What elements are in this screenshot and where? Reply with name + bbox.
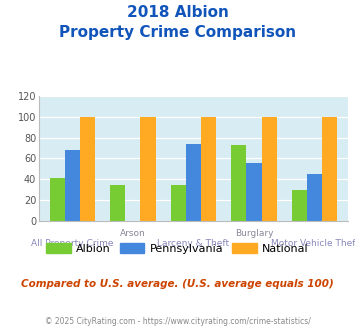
Bar xyxy=(246,163,262,221)
Bar xyxy=(231,145,246,221)
Bar xyxy=(141,116,155,221)
Bar xyxy=(262,116,277,221)
Bar xyxy=(292,190,307,221)
Bar xyxy=(110,184,125,221)
Text: Larceny & Theft: Larceny & Theft xyxy=(157,239,230,248)
Bar xyxy=(201,116,216,221)
Bar xyxy=(65,150,80,221)
Text: Compared to U.S. average. (U.S. average equals 100): Compared to U.S. average. (U.S. average … xyxy=(21,279,334,289)
Text: Motor Vehicle Theft: Motor Vehicle Theft xyxy=(271,239,355,248)
Bar xyxy=(80,116,95,221)
Text: © 2025 CityRating.com - https://www.cityrating.com/crime-statistics/: © 2025 CityRating.com - https://www.city… xyxy=(45,317,310,326)
Bar xyxy=(322,116,337,221)
Text: 2018 Albion: 2018 Albion xyxy=(127,5,228,20)
Text: All Property Crime: All Property Crime xyxy=(31,239,114,248)
Text: Property Crime Comparison: Property Crime Comparison xyxy=(59,25,296,40)
Bar xyxy=(307,174,322,221)
Bar xyxy=(186,144,201,221)
Bar xyxy=(50,178,65,221)
Text: Burglary: Burglary xyxy=(235,229,273,238)
Text: Arson: Arson xyxy=(120,229,146,238)
Bar xyxy=(171,184,186,221)
Legend: Albion, Pennsylvania, National: Albion, Pennsylvania, National xyxy=(42,238,313,258)
